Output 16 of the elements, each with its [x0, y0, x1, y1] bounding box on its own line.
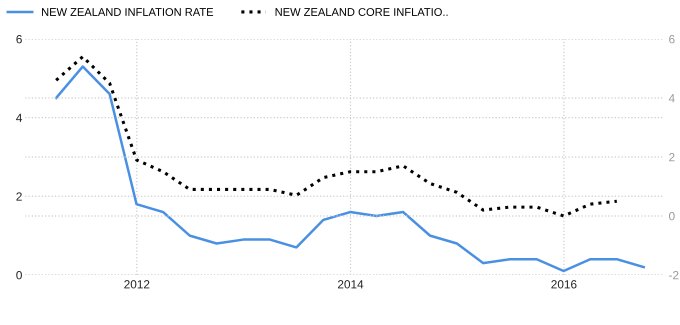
y2-tick-label: 6: [669, 35, 675, 44]
y-tick-label: 4: [16, 114, 22, 122]
legend-label: NEW ZEALAND CORE INFLATIO..: [276, 8, 448, 16]
y2-tick-label: 4: [668, 94, 675, 102]
x-tick-label: 2012: [124, 280, 150, 288]
x-tick-label: 2016: [551, 280, 577, 288]
line-series: [54, 65, 645, 272]
y-tick-label: 6: [16, 35, 22, 44]
x-tick-label: 2014: [338, 280, 364, 288]
line-series: [54, 55, 618, 218]
y2-tick-label: 2: [669, 153, 675, 162]
y2-tick-label: 0: [669, 212, 675, 220]
y-tick-label: 0: [16, 270, 22, 280]
y-tick-label: 2: [16, 192, 22, 201]
y2-tick-label: -2: [669, 270, 678, 280]
legend-label: NEW ZEALAND INFLATION RATE: [42, 8, 214, 16]
